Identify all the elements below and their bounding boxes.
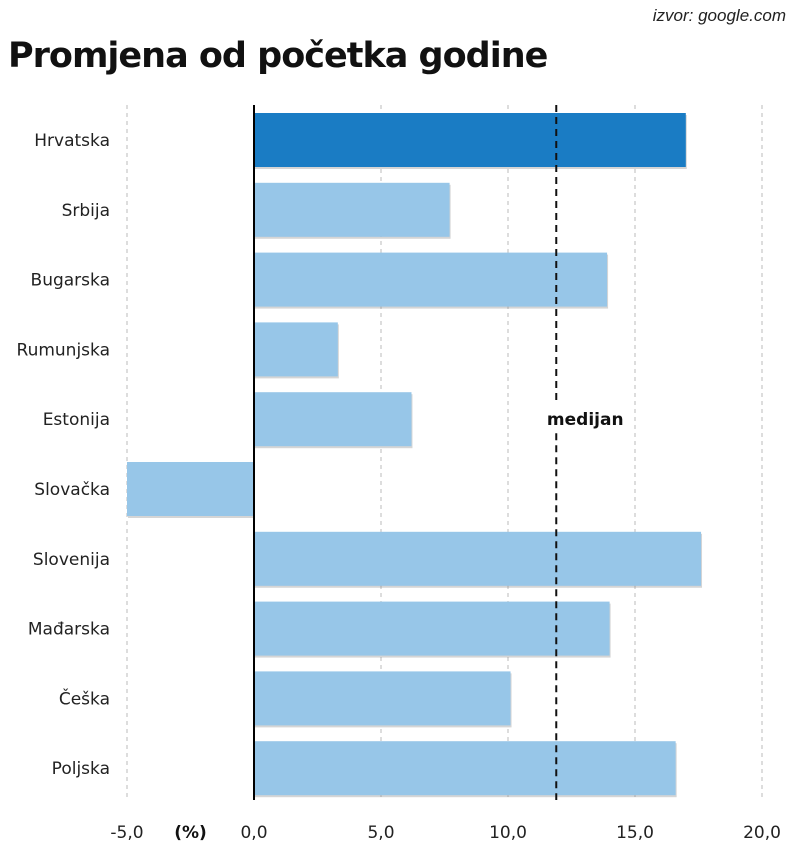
tick-label: 5,0 (367, 823, 394, 843)
bar-estonija (254, 392, 412, 447)
median-marker: medijan (547, 105, 624, 800)
tick-label: -5,0 (110, 823, 143, 843)
bar-mađarska (254, 601, 610, 656)
tick-label: 0,0 (240, 823, 267, 843)
bar-slovačka (127, 462, 254, 516)
category-label: Bugarska (31, 271, 110, 291)
category-label: Slovačka (34, 480, 110, 500)
category-label: Poljska (52, 759, 110, 779)
bar-češka (254, 671, 511, 726)
bar-slovenija (254, 531, 702, 586)
category-label: Rumunjska (17, 340, 110, 360)
chart-title: Promjena od početka godine (8, 36, 548, 76)
bar-hrvatska (254, 113, 686, 167)
category-label: Hrvatska (34, 131, 110, 151)
bars (127, 113, 703, 798)
tick-labels: -5,0 0,0 5,0 10,0 15,0 20,0 (%) (110, 823, 781, 843)
bar-rumunjska (254, 322, 338, 377)
category-label: Češka (59, 687, 110, 709)
bar-poljska (254, 741, 676, 796)
category-labels: Hrvatska Srbija Bugarska Rumunjska Estonija S… (17, 131, 110, 779)
category-label: Srbija (62, 201, 110, 221)
category-label: Slovenija (33, 550, 110, 570)
tick-label: 20,0 (743, 823, 781, 843)
tick-label: 10,0 (489, 823, 527, 843)
unit-label: (%) (174, 823, 207, 843)
bar-bugarska (254, 252, 608, 307)
median-label: medijan (547, 410, 624, 430)
source-note: izvor: google.com (652, 6, 786, 25)
tick-label: 15,0 (616, 823, 654, 843)
category-label: Mađarska (28, 620, 110, 640)
bar-srbija (254, 182, 450, 237)
category-label: Estonija (43, 410, 110, 430)
